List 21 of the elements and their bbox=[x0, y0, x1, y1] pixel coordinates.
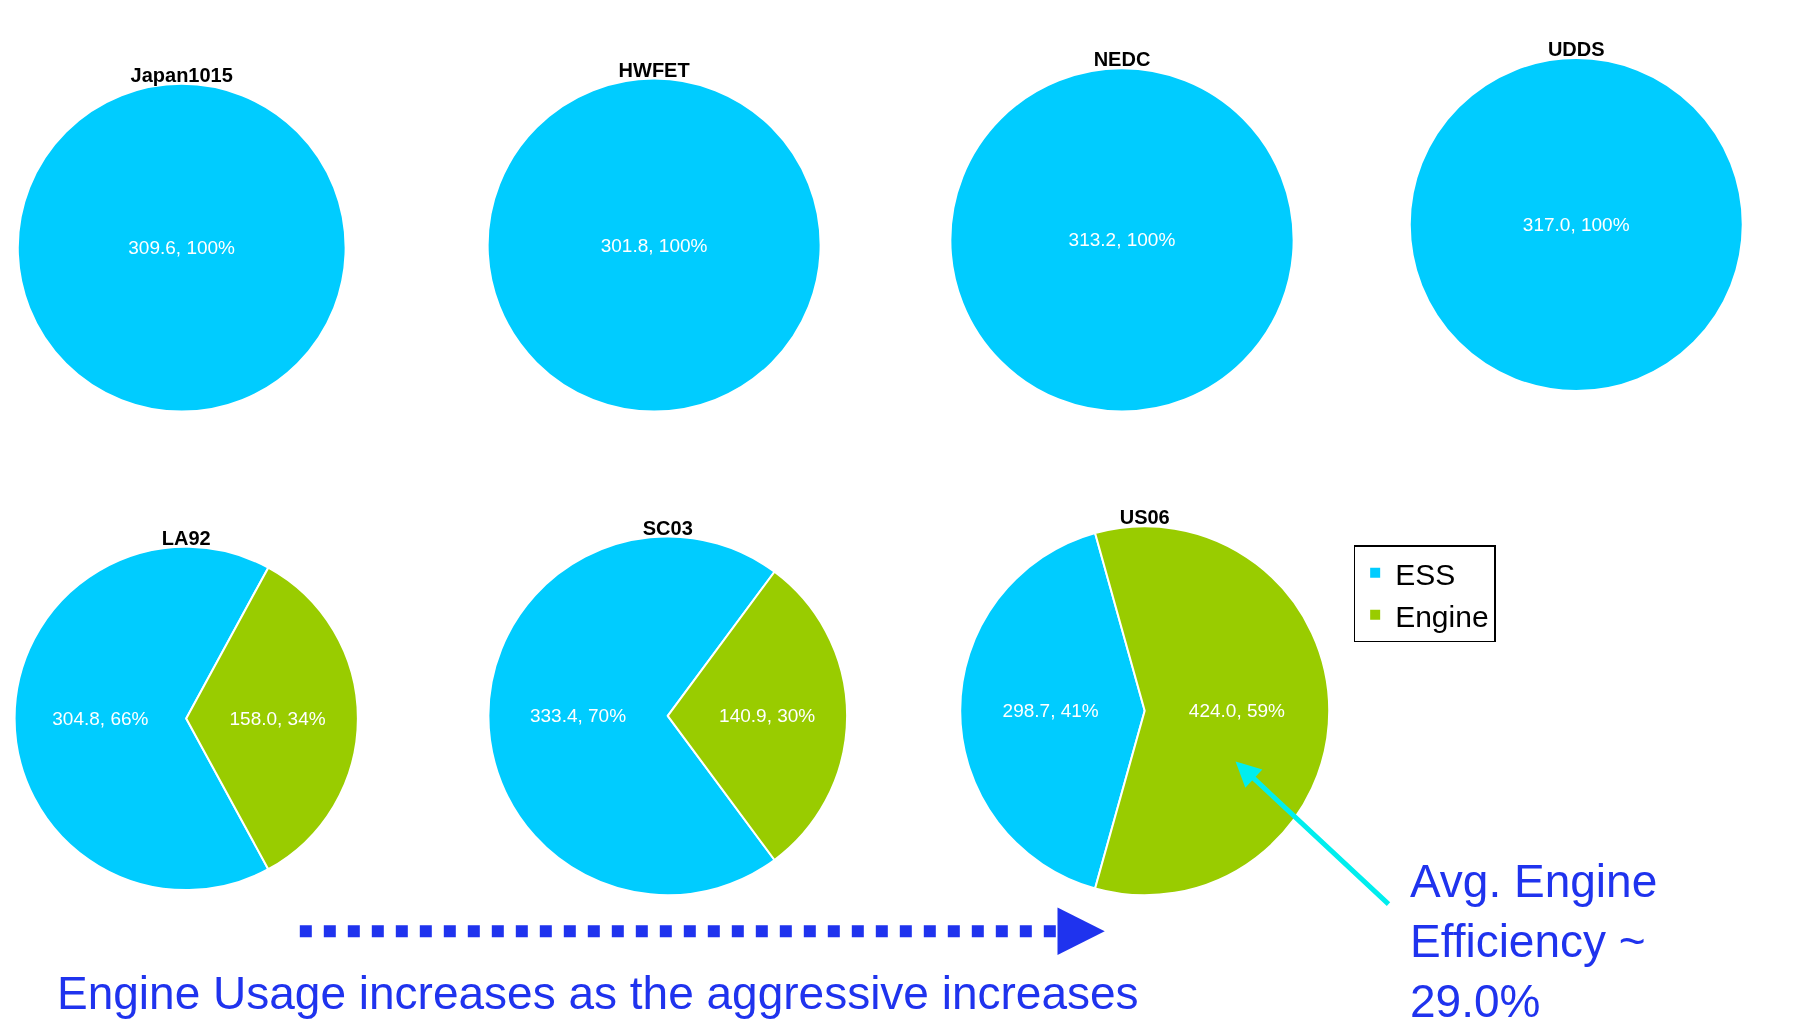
data-label: 313.2, 100% bbox=[1068, 229, 1176, 251]
chart-title: UDDS bbox=[1547, 38, 1605, 61]
chart-title: LA92 bbox=[161, 526, 211, 549]
legend-label: Engine bbox=[1395, 599, 1489, 633]
legend-label: ESS bbox=[1395, 557, 1456, 591]
data-label: 424.0, 59% bbox=[1188, 700, 1286, 722]
data-label: 140.9, 30% bbox=[719, 705, 816, 727]
data-label: 333.4, 70% bbox=[529, 705, 627, 727]
chart-title: US06 bbox=[1119, 506, 1170, 529]
chart-title: SC03 bbox=[642, 516, 693, 539]
text: Avg. Engine Efficiency ~ 29.0% bbox=[1410, 855, 1658, 1027]
chart-title: Japan1015 bbox=[130, 63, 233, 86]
data-label: 309.6, 100% bbox=[128, 237, 236, 259]
text: Engine Usage increases as the aggressive increases bbox=[57, 967, 1139, 1019]
data-label: 158.0, 34% bbox=[229, 707, 326, 729]
data-label: 304.8, 66% bbox=[52, 707, 149, 729]
data-label: 317.0, 100% bbox=[1522, 214, 1630, 236]
data-label: 301.8, 100% bbox=[600, 234, 708, 256]
chart-title: NEDC bbox=[1093, 48, 1151, 71]
data-label: 298.7, 41% bbox=[1002, 700, 1099, 722]
chart-title: HWFET bbox=[618, 58, 690, 81]
